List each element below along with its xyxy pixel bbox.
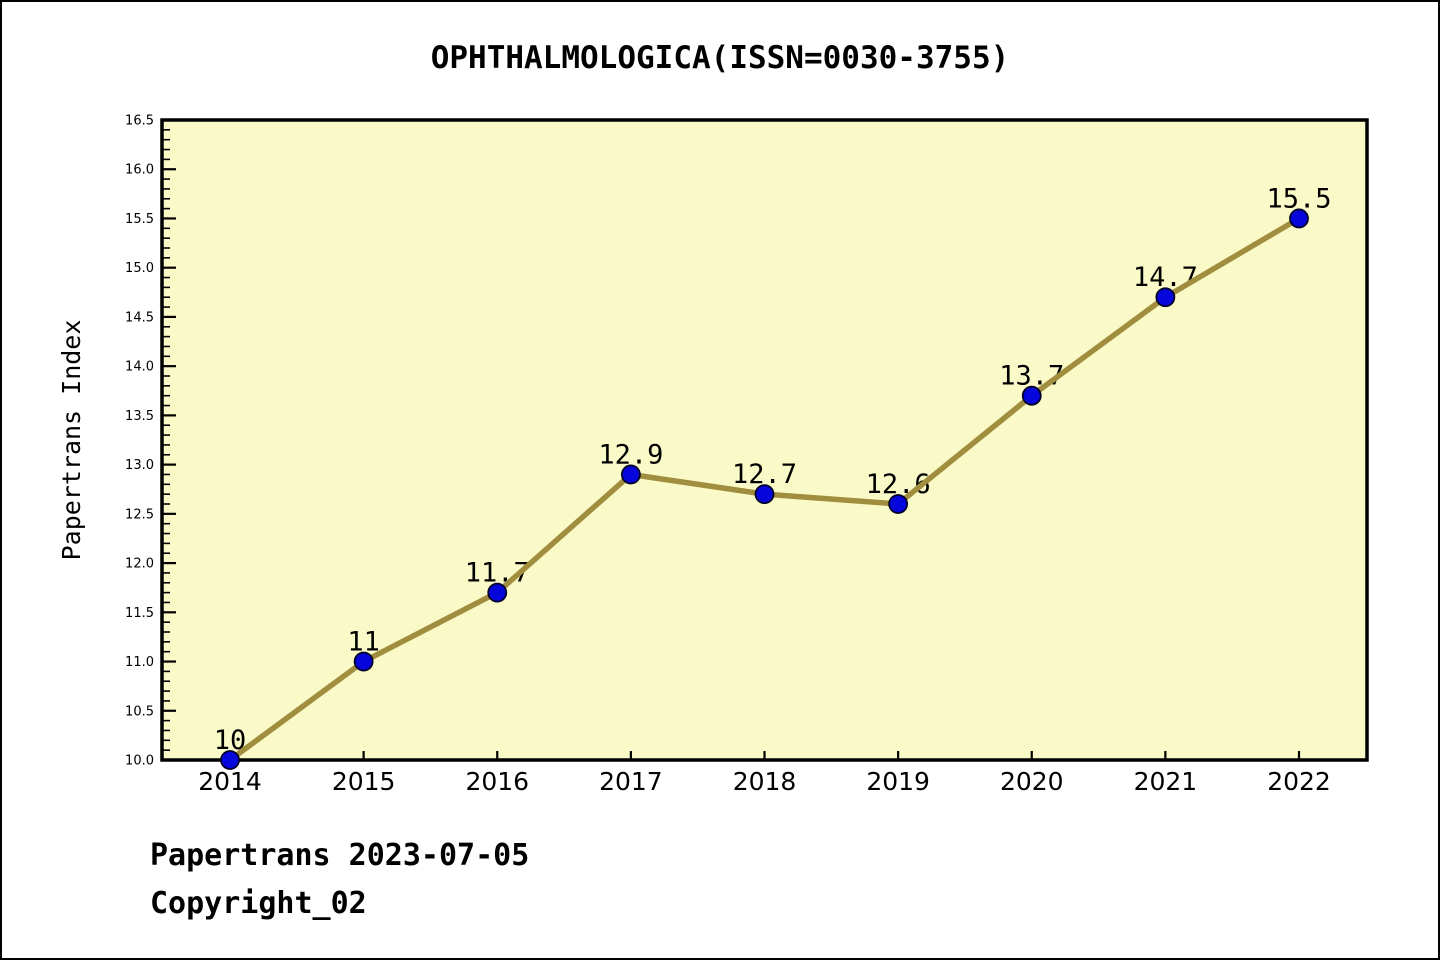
plot-background	[160, 118, 1369, 762]
x-tick-label: 2019	[866, 767, 930, 796]
x-tick-label: 2020	[1000, 767, 1064, 796]
data-point-marker	[1155, 287, 1176, 308]
footer-copyright: Copyright_02	[150, 886, 367, 921]
y-tick-label: 13.0	[125, 458, 154, 473]
data-point-marker	[487, 582, 508, 603]
y-tick-label: 14.0	[125, 360, 154, 375]
y-tick-label: 14.5	[125, 310, 154, 325]
data-point-marker	[1021, 385, 1042, 406]
data-point-marker	[353, 651, 374, 672]
y-axis-major-ticks: 10.0 10.5 11.0 11.5 12.0 12.5 13.0 13.5 14.0 14.5…	[125, 114, 176, 769]
data-point-markers	[220, 208, 1309, 770]
y-tick-label: 15.5	[125, 212, 154, 227]
y-tick-label: 11.5	[125, 606, 154, 621]
y-tick-label: 11.0	[125, 655, 154, 670]
y-tick-label: 16.0	[125, 163, 154, 178]
y-tick-label: 13.5	[125, 409, 154, 424]
y-tick-label: 12.5	[125, 507, 154, 522]
footer-source-date: Papertrans 2023-07-05	[150, 838, 530, 873]
x-tick-label: 2018	[733, 767, 797, 796]
y-tick-label: 15.0	[125, 261, 154, 276]
x-tick-label: 2015	[332, 767, 396, 796]
x-tick-label: 2014	[198, 767, 262, 796]
data-point-marker	[620, 464, 641, 485]
data-point-marker	[888, 494, 909, 514]
y-tick-label: 16.5	[125, 114, 154, 129]
y-axis-title: Papertrans Index	[57, 320, 86, 561]
x-tick-label: 2017	[599, 767, 663, 796]
y-tick-label: 12.0	[125, 557, 154, 572]
data-point-marker	[1289, 208, 1309, 229]
data-point-marker	[754, 484, 775, 505]
y-axis-minor-ticks	[162, 129, 170, 751]
data-point-marker	[220, 750, 240, 770]
x-tick-label: 2021	[1134, 767, 1198, 796]
x-axis-ticks: 2014 2015 2016 2017 2018 2019 2020 2021 2022	[198, 751, 1331, 796]
x-tick-label: 2022	[1267, 767, 1331, 796]
x-tick-label: 2016	[465, 767, 529, 796]
y-tick-label: 10.5	[125, 704, 154, 719]
y-tick-label: 10.0	[125, 754, 154, 769]
chart-title: OPHTHALMOLOGICA(ISSN=0030-3755)	[430, 40, 1010, 76]
